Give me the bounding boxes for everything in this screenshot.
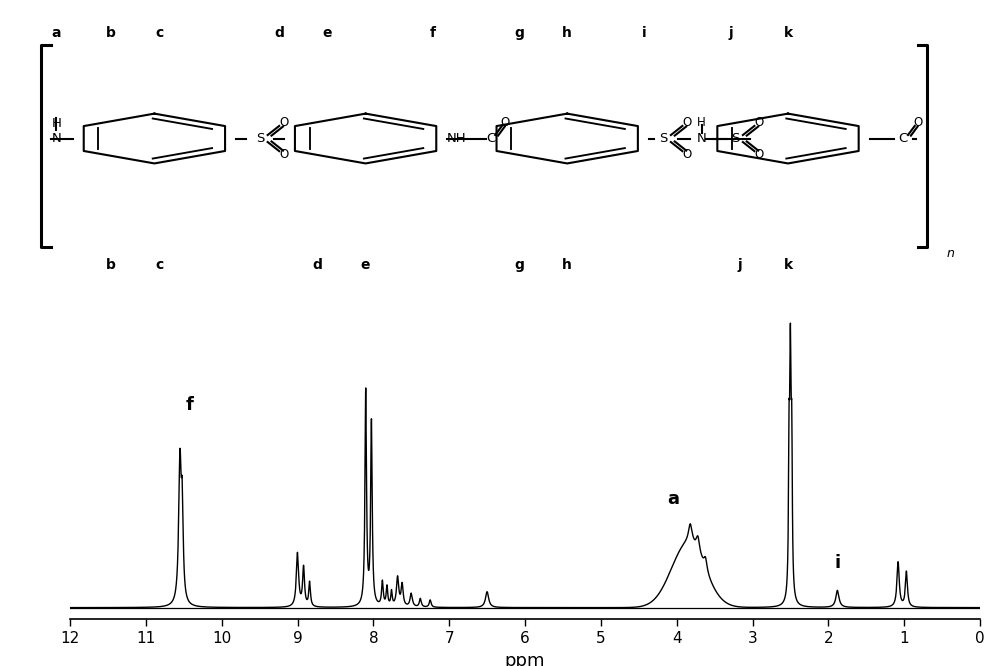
Text: c: c [155,258,163,272]
Text: j: j [728,26,733,40]
Text: k: k [783,258,793,272]
Text: h: h [562,258,572,272]
Text: O: O [913,116,922,129]
Text: d: d [274,26,284,40]
Text: O: O [279,148,289,161]
Text: g: g [514,258,524,272]
Text: f: f [430,26,436,40]
Text: H: H [697,116,706,129]
Text: n: n [946,247,954,260]
Text: a: a [52,26,61,40]
Text: S: S [659,132,667,145]
Text: S: S [256,132,264,145]
X-axis label: ppm: ppm [505,652,545,666]
Text: c: c [155,26,163,40]
Text: C: C [899,132,908,145]
Text: e: e [322,26,332,40]
Text: O: O [755,148,764,161]
Text: C: C [486,132,495,145]
Text: NH: NH [447,132,467,145]
Text: a: a [667,490,679,508]
Text: N: N [52,132,61,145]
Text: j: j [738,258,742,272]
Text: S: S [731,132,739,145]
Text: b: b [106,26,116,40]
Text: O: O [279,116,289,129]
Text: b: b [106,258,116,272]
Text: N: N [697,132,706,145]
Text: d: d [313,258,323,272]
Text: k: k [783,26,793,40]
Text: O: O [755,116,764,129]
Text: f: f [186,396,194,414]
Text: e: e [361,258,370,272]
Text: g: g [514,26,524,40]
Text: O: O [500,116,509,129]
Text: i: i [834,555,840,573]
Text: O: O [683,148,692,161]
Text: i: i [642,26,646,40]
Text: h: h [562,26,572,40]
Text: O: O [683,116,692,129]
Text: H: H [52,117,61,131]
